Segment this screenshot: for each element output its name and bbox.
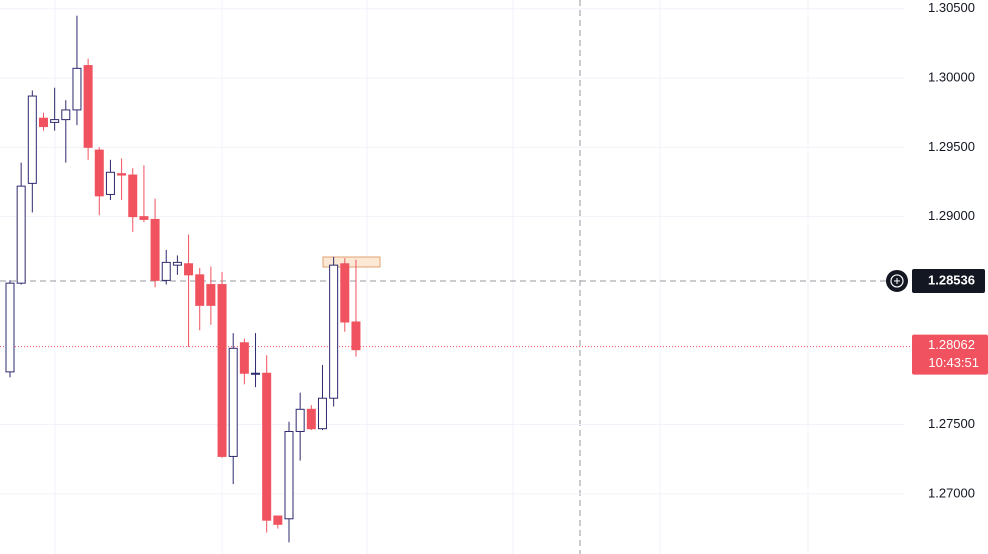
candle-body (161, 261, 171, 281)
candle-body (72, 67, 82, 111)
crosshair-add-icon (890, 274, 904, 288)
candle-body (172, 261, 182, 266)
vertical-grid (54, 0, 809, 554)
candle-body (94, 149, 104, 197)
highlight-box (322, 256, 381, 268)
candle-body (5, 282, 15, 373)
candle-body (83, 65, 93, 148)
candle-body (284, 430, 294, 520)
candle-body (128, 174, 138, 218)
candle-body (262, 372, 272, 521)
candle-body (317, 397, 327, 430)
candle-body (239, 342, 249, 374)
y-tick-label: 1.29500 (928, 139, 975, 154)
candle-body (273, 515, 283, 525)
last-price-label-bg (912, 334, 988, 375)
candle-body (340, 263, 350, 323)
candle-body (295, 408, 305, 432)
candle-body (195, 274, 205, 306)
candle-body (329, 264, 339, 399)
candle-body (184, 263, 194, 276)
candle-body (217, 284, 227, 457)
y-tick-label: 1.29000 (928, 208, 975, 223)
crosshair-label-bg (912, 268, 985, 293)
y-tick-label: 1.30000 (928, 69, 975, 84)
candle-body (228, 347, 238, 457)
candle-body (306, 408, 316, 430)
candle-body (50, 119, 60, 123)
candle-body (61, 109, 71, 121)
candle-body (27, 95, 37, 184)
last-price-label: 1.28062 (928, 337, 975, 352)
candle-body (251, 372, 261, 375)
candle-body (150, 218, 160, 281)
crosshair-label: 1.28536 (928, 272, 975, 287)
y-tick-label: 1.27000 (928, 485, 975, 500)
y-tick-label: 1.27500 (928, 416, 975, 431)
candle-body (351, 321, 361, 351)
candle-body (105, 171, 115, 195)
candle-body (38, 117, 48, 128)
candle-body (139, 216, 149, 220)
candle-body (117, 173, 127, 176)
candle-body (206, 284, 216, 306)
y-tick-label: 1.30500 (928, 0, 975, 15)
candle-body (16, 185, 26, 284)
countdown-label: 10:43:51 (928, 355, 979, 370)
